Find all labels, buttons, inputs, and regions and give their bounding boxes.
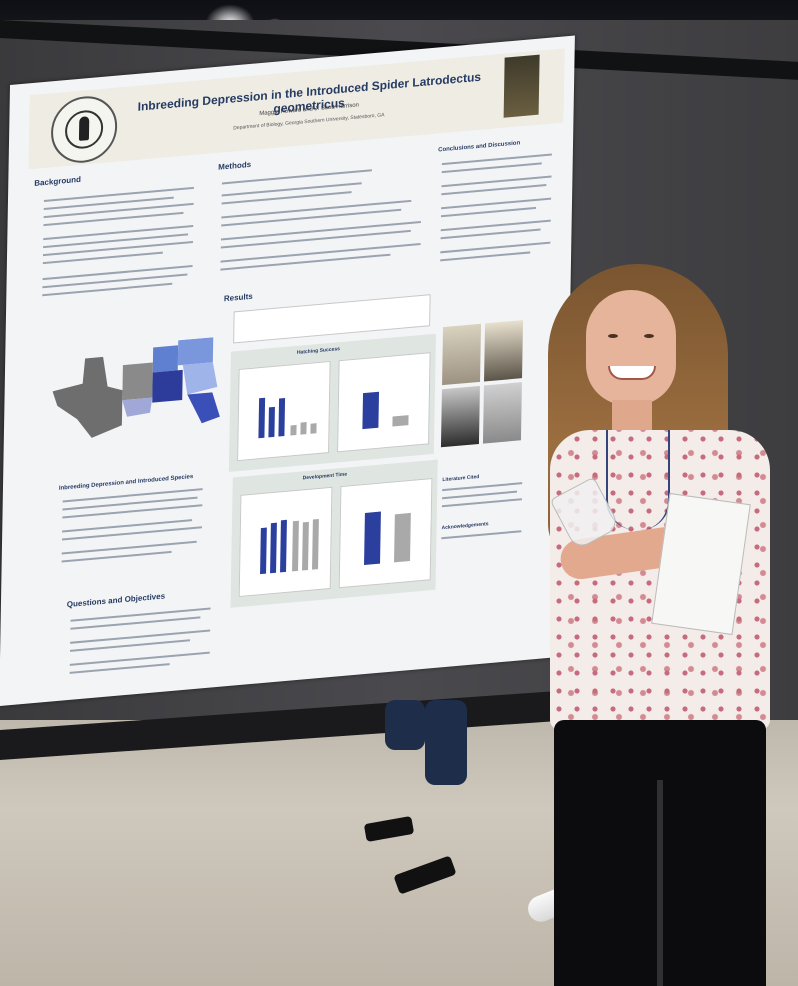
eye — [644, 334, 654, 338]
text-line — [442, 482, 523, 492]
chart-bar — [362, 391, 380, 430]
bar-chart — [237, 360, 331, 462]
lanyard — [606, 430, 670, 530]
spider-photo — [503, 54, 540, 118]
text-line — [440, 228, 541, 240]
text-line — [70, 629, 211, 644]
text-line — [442, 490, 518, 500]
chart-bar — [302, 521, 309, 571]
face — [586, 290, 676, 405]
text-line — [70, 607, 211, 622]
text-line — [220, 253, 391, 271]
research-poster: Inbreeding Depression in the Introduced … — [0, 35, 575, 707]
section-literature: Literature Cited — [442, 473, 480, 484]
section-inbreeding: Inbreeding Depression and Introduced Spe… — [58, 473, 194, 492]
university-seal-icon — [50, 93, 118, 166]
text-line — [221, 208, 402, 227]
hatching-success-title: Hatching Success — [296, 346, 340, 356]
section-results: Results — [223, 291, 253, 304]
eye — [608, 334, 618, 338]
text-line — [69, 663, 170, 674]
presenter — [520, 260, 798, 986]
text-line — [62, 488, 203, 503]
chart-bar — [312, 518, 319, 570]
section-methods: Methods — [218, 159, 252, 172]
text-line — [441, 162, 542, 174]
development-time-panel: Development Time — [230, 459, 438, 608]
section-conclusions: Conclusions and Discussion — [438, 140, 521, 154]
development-time-title: Development Time — [302, 471, 348, 482]
person-behind-board — [363, 700, 470, 895]
chart-bar — [268, 406, 275, 438]
chart-bar — [290, 424, 297, 436]
text-line — [221, 169, 372, 185]
chart-bar — [260, 527, 267, 575]
chart-bar — [292, 520, 299, 572]
section-background: Background — [34, 174, 81, 188]
text-line — [441, 530, 522, 540]
chart-bar — [258, 397, 266, 439]
bar-chart — [238, 486, 333, 598]
chart-bar — [278, 397, 286, 437]
smile — [608, 366, 656, 380]
text-line — [440, 251, 531, 262]
chart-bar — [310, 423, 317, 434]
bar-chart — [338, 478, 433, 589]
chart-bar — [300, 422, 307, 435]
text-line — [43, 224, 194, 241]
text-line — [61, 540, 197, 555]
us-southeast-map — [52, 337, 220, 438]
spider-photo-grid — [440, 320, 524, 448]
text-line — [69, 651, 210, 666]
chart-bar — [392, 415, 409, 427]
chart-bar — [364, 511, 381, 566]
text-line — [441, 498, 522, 508]
chart-bar — [394, 512, 411, 563]
text-line — [440, 206, 536, 218]
section-acknowledgements: Acknowledgements — [441, 521, 489, 532]
text-line — [221, 182, 362, 197]
chart-bar — [270, 522, 277, 574]
chart-bar — [280, 519, 287, 573]
hatching-success-panel: Hatching Success — [228, 333, 436, 472]
text-line — [440, 241, 551, 254]
bar-chart — [337, 352, 431, 453]
text-line — [43, 186, 194, 203]
pant-seam — [657, 780, 663, 986]
text-line — [42, 265, 193, 281]
section-questions: Questions and Objectives — [66, 591, 166, 610]
